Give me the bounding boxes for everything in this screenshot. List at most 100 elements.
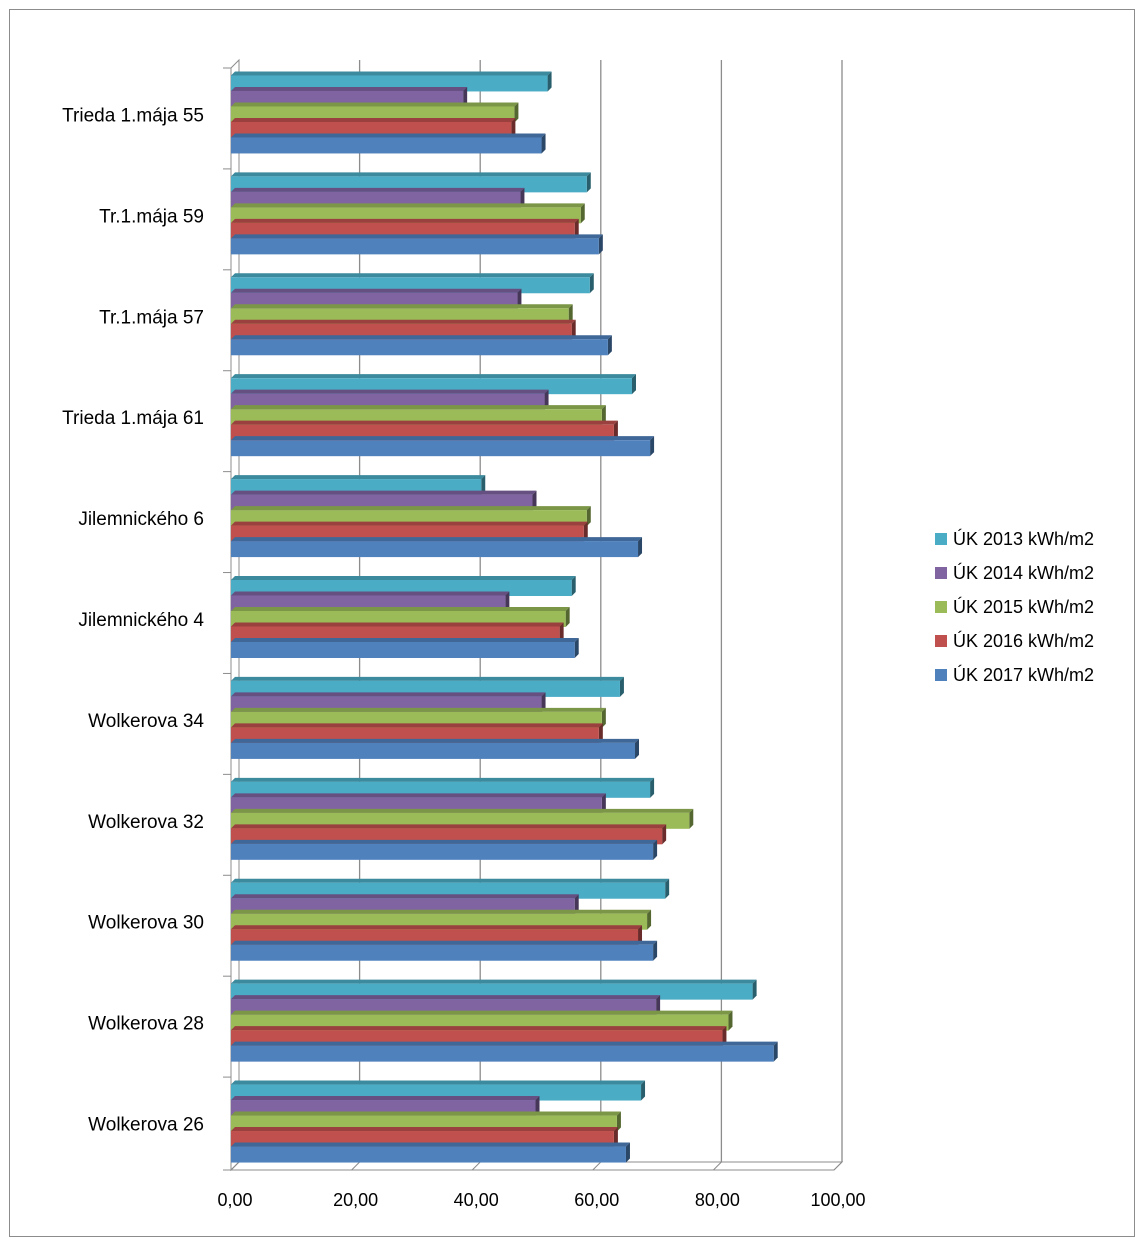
bar-end-face — [547, 71, 552, 92]
axis-floor — [229, 1161, 844, 1171]
legend-swatch — [935, 533, 947, 545]
bar-end-face — [752, 979, 757, 1000]
x-tick-label: 40,00 — [454, 1190, 499, 1210]
bar — [231, 339, 608, 356]
bar-top-face — [231, 304, 573, 309]
bar-end-face — [613, 420, 618, 441]
category-label: Trieda 1.mája 55 — [62, 105, 204, 126]
bar — [231, 742, 636, 759]
bar-end-face — [574, 218, 579, 239]
bar-top-face — [231, 288, 522, 293]
bar — [231, 1045, 774, 1062]
bar-top-face — [231, 117, 516, 122]
bar-end-face — [541, 692, 546, 713]
x-tick-label: 0,00 — [217, 1190, 252, 1210]
bar-end-face — [653, 940, 658, 961]
bar-end-face — [589, 273, 594, 294]
legend-label: ÚK 2013 kWh/m2 — [953, 528, 1094, 549]
bar-end-face — [619, 676, 624, 697]
category-label: Wolkerova 30 — [88, 913, 204, 934]
bar-top-face — [231, 940, 658, 945]
bar-end-face — [650, 436, 655, 457]
bar-end-face — [641, 1080, 646, 1101]
bar-top-face — [231, 521, 588, 526]
bar-top-face — [231, 218, 579, 223]
bar-top-face — [231, 389, 549, 394]
bar-end-face — [586, 172, 591, 193]
bar-end-face — [689, 808, 694, 829]
bar-top-face — [231, 576, 576, 580]
bar-top-face — [231, 1041, 778, 1046]
bar-top-face — [231, 824, 667, 829]
bar-end-face — [607, 335, 612, 356]
bar-end-face — [665, 878, 670, 899]
legend-label: ÚK 2014 kWh/m2 — [953, 562, 1094, 583]
bar-top-face — [231, 894, 579, 899]
bar-top-face — [231, 86, 468, 91]
bar-end-face — [722, 1026, 727, 1047]
bar-top-face — [231, 1142, 630, 1147]
bar-top-face — [231, 172, 591, 177]
bar-top-face — [231, 925, 643, 930]
bar-end-face — [517, 288, 522, 309]
bar-top-face — [231, 506, 591, 511]
category-label: Wolkerova 32 — [88, 812, 204, 833]
bar-end-face — [481, 475, 486, 496]
bar — [231, 843, 654, 860]
gridline-floor — [230, 1161, 240, 1171]
bar — [231, 1146, 626, 1163]
gridline-floor — [592, 1161, 602, 1171]
category-label: Wolkerova 28 — [88, 1014, 204, 1035]
bar-top-face — [231, 335, 612, 340]
bar-end-face — [598, 723, 603, 744]
bar-top-face — [231, 808, 694, 813]
bar — [231, 137, 542, 154]
bar-top-face — [231, 1111, 621, 1116]
category-label: Wolkerova 26 — [88, 1115, 204, 1136]
bar-top-face — [231, 622, 564, 627]
category-label: Tr.1.mája 57 — [99, 307, 204, 328]
bar-top-face — [231, 839, 658, 844]
legend-swatch — [935, 567, 947, 579]
bar-top-face — [231, 979, 757, 984]
gridline-floor — [351, 1161, 360, 1171]
bar-top-face — [231, 1127, 618, 1132]
bar-end-face — [647, 909, 652, 930]
bar-top-face — [231, 638, 579, 642]
bar-end-face — [616, 1111, 621, 1132]
bar-top-face — [231, 1096, 540, 1101]
x-tick-label: 20,00 — [333, 1190, 378, 1210]
bar-top-face — [231, 793, 606, 798]
legend-label: ÚK 2017 kWh/m2 — [953, 664, 1094, 685]
bar-top-face — [231, 405, 606, 410]
category-label: Trieda 1.mája 61 — [62, 408, 204, 429]
bar-end-face — [514, 102, 519, 123]
bar-end-face — [559, 622, 564, 643]
bar-end-face — [580, 203, 585, 224]
bar-end-face — [544, 389, 549, 410]
bar-top-face — [231, 436, 655, 441]
bar — [231, 944, 654, 961]
bar-top-face — [231, 738, 640, 743]
bar-end-face — [728, 1010, 733, 1031]
bar-end-face — [613, 1127, 618, 1148]
bar-end-face — [650, 777, 655, 798]
x-tick-label: 100,00 — [810, 1190, 865, 1210]
bar-top-face — [231, 187, 525, 192]
bar — [231, 440, 651, 457]
bar-end-face — [532, 490, 537, 511]
bar-end-face — [520, 187, 525, 208]
bar-top-face — [231, 273, 594, 278]
bar-end-face — [586, 506, 591, 527]
legend-swatch — [935, 669, 947, 681]
bar-top-face — [231, 102, 519, 107]
bar-top-face — [231, 707, 606, 712]
bar-end-face — [662, 824, 667, 845]
bar-end-face — [653, 839, 658, 860]
bar-end-face — [601, 707, 606, 728]
bar — [231, 238, 599, 255]
bar-end-face — [583, 521, 588, 542]
bar-top-face — [231, 878, 670, 883]
bar-top-face — [231, 909, 652, 914]
